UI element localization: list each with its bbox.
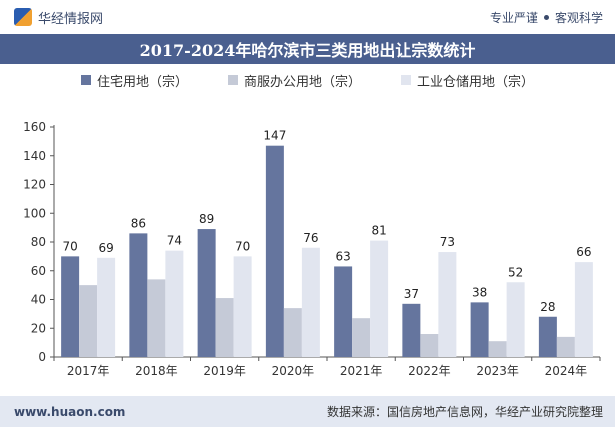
y-tick-label: 120 xyxy=(23,178,46,192)
y-tick-label: 40 xyxy=(31,293,46,307)
bar-commercial xyxy=(488,341,507,357)
y-tick-label: 0 xyxy=(38,350,46,364)
data-label-residential: 89 xyxy=(199,212,214,226)
bar-commercial xyxy=(79,285,98,357)
bar-residential xyxy=(61,256,80,357)
bar-industrial xyxy=(438,252,457,357)
footer-source: 数据来源：国信房地产信息网，华经产业研究院整理 xyxy=(326,405,603,419)
x-tick-label: 2018年 xyxy=(135,364,178,378)
bar-chart: 0 20 40 60 80 100 120 140 160 70 69 2017年 86 74 2018年 8… xyxy=(23,120,601,378)
legend-item-residential: 住宅用地（宗） xyxy=(80,71,188,90)
slogan: 专业严谨 客观科学 xyxy=(490,9,603,26)
slogan-left: 专业严谨 xyxy=(489,10,538,25)
bar-commercial xyxy=(352,318,371,357)
bar-industrial xyxy=(301,247,320,357)
data-label-residential: 38 xyxy=(472,285,487,299)
x-tick-label: 2017年 xyxy=(67,364,110,378)
data-label-industrial: 74 xyxy=(167,234,182,248)
bar-commercial xyxy=(556,336,575,357)
bar-industrial xyxy=(506,282,525,357)
legend-label-industrial: 工业仓储用地（宗） xyxy=(417,74,535,90)
bar-industrial xyxy=(574,262,593,357)
legend-swatch-industrial xyxy=(401,75,411,85)
bar-commercial xyxy=(283,308,302,357)
x-tick-label: 2021年 xyxy=(340,364,383,378)
bar-residential xyxy=(538,316,557,357)
brand-name: 华经情报网 xyxy=(38,11,104,27)
brand-logo-icon xyxy=(14,8,32,26)
slogan-right: 客观科学 xyxy=(554,10,603,25)
bar-industrial xyxy=(165,250,184,357)
legend-swatch-commercial xyxy=(227,75,238,85)
footer: www.huaon.com 数据来源：国信房地产信息网，华经产业研究院整理 xyxy=(0,396,615,427)
y-tick-label: 60 xyxy=(31,264,46,278)
data-label-residential: 86 xyxy=(131,216,146,230)
bar-residential xyxy=(265,145,284,357)
data-label-industrial: 73 xyxy=(440,235,455,249)
legend-label-residential: 住宅用地（宗） xyxy=(96,74,188,90)
data-label-residential: 70 xyxy=(62,239,77,253)
data-label-residential: 37 xyxy=(404,287,419,301)
bar-commercial xyxy=(147,279,166,357)
data-label-residential: 147 xyxy=(263,129,286,143)
y-tick-label: 140 xyxy=(23,149,46,163)
footer-website: www.huaon.com xyxy=(14,404,126,419)
x-tick-label: 2022年 xyxy=(408,364,451,378)
bar-industrial xyxy=(97,257,116,357)
brand: 华经情报网 xyxy=(14,8,103,27)
data-label-industrial: 70 xyxy=(235,239,250,253)
legend-item-industrial: 工业仓储用地（宗） xyxy=(401,71,534,90)
bar-industrial xyxy=(233,256,252,357)
y-tick-label: 100 xyxy=(23,206,46,220)
chart-title: 2017-2024年哈尔滨市三类用地出让宗数统计 xyxy=(0,34,615,64)
data-label-industrial: 81 xyxy=(371,224,386,238)
bar-residential xyxy=(197,229,216,357)
bar-residential xyxy=(402,303,421,357)
chart-legend: 住宅用地（宗） 商服办公用地（宗） 工业仓储用地（宗） xyxy=(0,68,615,92)
x-tick-label: 2023年 xyxy=(476,364,519,378)
data-label-residential: 63 xyxy=(335,249,350,263)
legend-label-commercial: 商服办公用地（宗） xyxy=(243,74,361,90)
bar-commercial xyxy=(420,334,439,357)
data-label-industrial: 69 xyxy=(98,241,113,255)
y-tick-label: 80 xyxy=(31,235,46,249)
legend-swatch-residential xyxy=(80,75,91,85)
bar-residential xyxy=(129,233,148,357)
bar-commercial xyxy=(215,298,234,357)
data-label-residential: 28 xyxy=(540,300,555,314)
bullet-dot-icon xyxy=(543,14,549,20)
top-bar: 华经情报网 专业严谨 客观科学 xyxy=(0,0,615,34)
y-tick-label: 20 xyxy=(31,321,46,335)
y-tick-label: 160 xyxy=(23,120,46,134)
x-tick-label: 2020年 xyxy=(272,364,315,378)
bar-residential xyxy=(334,266,353,357)
legend-item-commercial: 商服办公用地（宗） xyxy=(227,71,361,90)
data-label-industrial: 52 xyxy=(508,265,523,279)
bar-industrial xyxy=(370,240,389,357)
x-tick-label: 2024年 xyxy=(545,364,588,378)
bar-residential xyxy=(470,302,489,357)
x-tick-label: 2019年 xyxy=(203,364,246,378)
data-label-industrial: 76 xyxy=(303,231,318,245)
data-label-industrial: 66 xyxy=(576,245,591,259)
